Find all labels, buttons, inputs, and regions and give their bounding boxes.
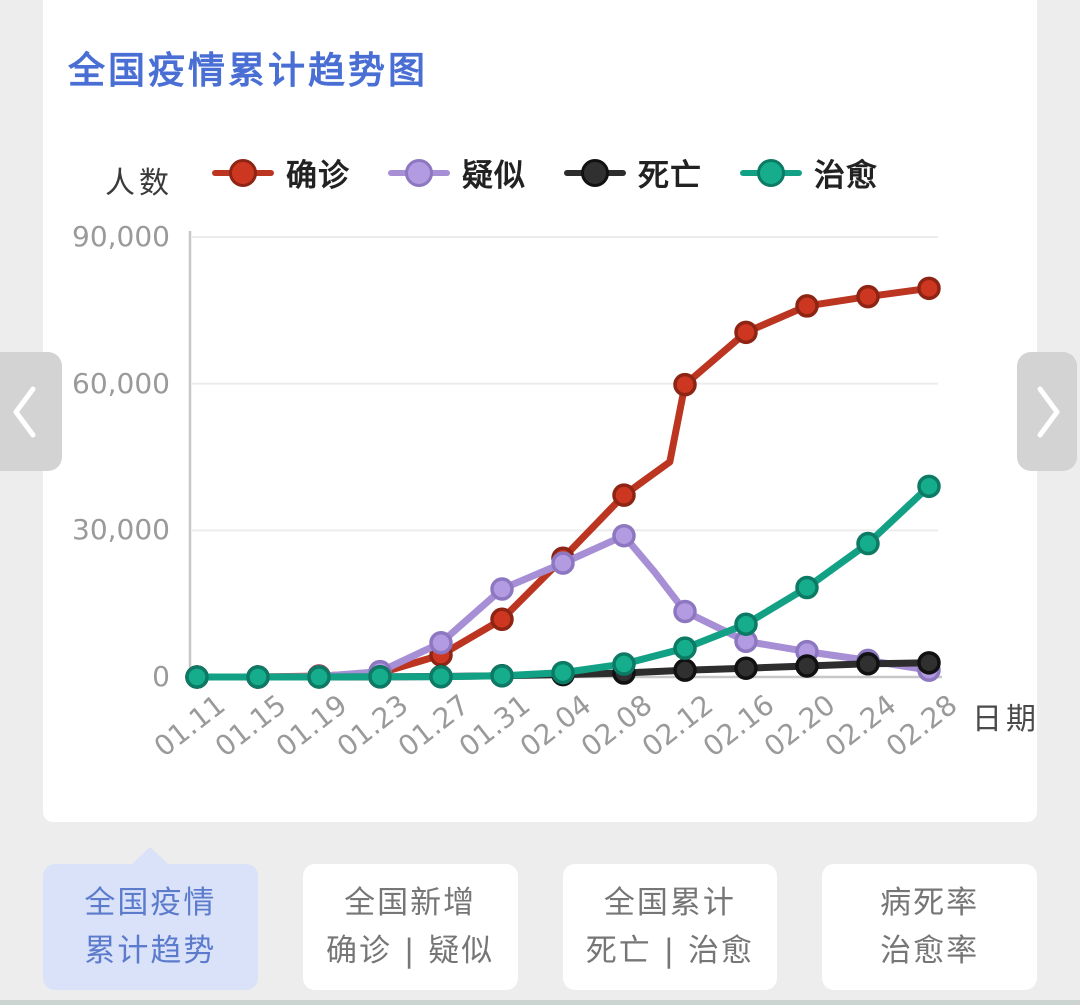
cured-data-point[interactable]: [490, 664, 514, 688]
chevron-left-icon: [13, 386, 36, 438]
suspected-legend-marker-icon: [388, 156, 450, 190]
tab-national-cumulative-death-cured[interactable]: 全国累计 死亡 | 治愈: [562, 864, 778, 990]
tab-label-line1: 病死率: [880, 885, 980, 921]
cured-data-point[interactable]: [917, 474, 941, 499]
suspected-data-point[interactable]: [673, 599, 697, 624]
cured-data-point[interactable]: [429, 664, 453, 689]
cured-data-point[interactable]: [856, 531, 880, 556]
cured-data-point[interactable]: [246, 665, 270, 689]
screen-bottom-edge: [0, 1000, 1080, 1005]
death-data-point[interactable]: [734, 656, 758, 680]
cured-data-point[interactable]: [307, 665, 331, 689]
cured-data-point[interactable]: [795, 575, 819, 600]
death-data-point[interactable]: [673, 658, 697, 682]
cured-line[interactable]: [193, 482, 933, 681]
cured-data-point[interactable]: [612, 652, 636, 676]
cured-data-point[interactable]: [673, 636, 697, 660]
death-data-point[interactable]: [795, 654, 819, 678]
legend-item-death[interactable]: 死亡: [564, 150, 702, 195]
tab-label-line2: 累计趋势: [84, 933, 217, 969]
suspected-data-point[interactable]: [612, 523, 636, 548]
legend-item-suspected[interactable]: 疑似: [388, 150, 526, 195]
cured-legend-marker-icon: [740, 156, 802, 190]
confirmed-data-point[interactable]: [856, 284, 880, 309]
confirmed-data-point[interactable]: [673, 372, 697, 397]
cured-data-point[interactable]: [551, 660, 575, 685]
legend-label: 治愈: [814, 158, 878, 194]
cured-data-point[interactable]: [185, 665, 209, 689]
tab-label-line1: 全国累计: [603, 885, 736, 921]
tab-label-line1: 全国新增: [344, 885, 477, 921]
tab-national-cumulative-trend[interactable]: 全国疫情 累计趋势: [43, 864, 258, 990]
chart-legend: 确诊 疑似 死亡 治愈: [212, 150, 878, 195]
y-tick-label: 60,000: [72, 366, 170, 400]
suspected-data-point[interactable]: [490, 577, 514, 601]
tab-label-line2: 确诊 | 疑似: [326, 933, 495, 969]
legend-marker-dot: [581, 158, 609, 187]
death-legend-marker-icon: [564, 156, 626, 190]
legend-marker-dot: [405, 158, 433, 187]
cured-data-point[interactable]: [368, 665, 392, 689]
legend-label: 确诊: [286, 158, 350, 194]
confirmed-line[interactable]: [193, 284, 933, 681]
legend-item-cured[interactable]: 治愈: [740, 150, 878, 195]
tab-label-line2: 死亡 | 治愈: [585, 933, 754, 969]
chart-card: [43, 0, 1037, 822]
carousel-next-button[interactable]: [1017, 352, 1077, 471]
tab-label-line1: 全国疫情: [84, 885, 217, 921]
tab-bar: 全国疫情 累计趋势 全国新增 确诊 | 疑似 全国累计 死亡 | 治愈 病死率 …: [43, 864, 1037, 990]
legend-label: 死亡: [638, 158, 702, 194]
selected-tab-pointer: [131, 847, 169, 865]
legend-item-confirmed[interactable]: 确诊: [212, 150, 350, 195]
page-title: 全国疫情累计趋势图: [68, 49, 428, 92]
suspected-data-point[interactable]: [429, 631, 453, 655]
suspected-data-point[interactable]: [551, 551, 575, 575]
death-data-point[interactable]: [917, 651, 941, 675]
legend-marker-dot: [229, 158, 257, 187]
y-tick-label: 30,000: [72, 513, 170, 547]
death-data-point[interactable]: [856, 652, 880, 676]
y-axis-unit-label: 人数: [105, 166, 173, 201]
confirmed-data-point[interactable]: [917, 276, 941, 301]
tab-label-line2: 治愈率: [880, 933, 980, 969]
x-axis-title: 日期: [972, 702, 1040, 737]
y-tick-label: 0: [152, 660, 170, 693]
confirmed-data-point[interactable]: [612, 483, 636, 507]
legend-label: 疑似: [462, 158, 526, 194]
cured-data-point[interactable]: [734, 612, 758, 636]
legend-marker-dot: [757, 158, 785, 187]
confirmed-data-point[interactable]: [734, 320, 758, 345]
y-tick-label: 90,000: [72, 220, 170, 253]
confirmed-data-point[interactable]: [490, 607, 514, 632]
confirmed-data-point[interactable]: [795, 294, 819, 318]
tab-fatality-cure-rate[interactable]: 病死率 治愈率: [822, 864, 1037, 990]
tab-national-new-confirmed-suspected[interactable]: 全国新增 确诊 | 疑似: [302, 864, 518, 990]
carousel-prev-button[interactable]: [0, 352, 62, 471]
confirmed-legend-marker-icon: [212, 156, 274, 190]
chevron-right-icon: [1037, 386, 1060, 438]
